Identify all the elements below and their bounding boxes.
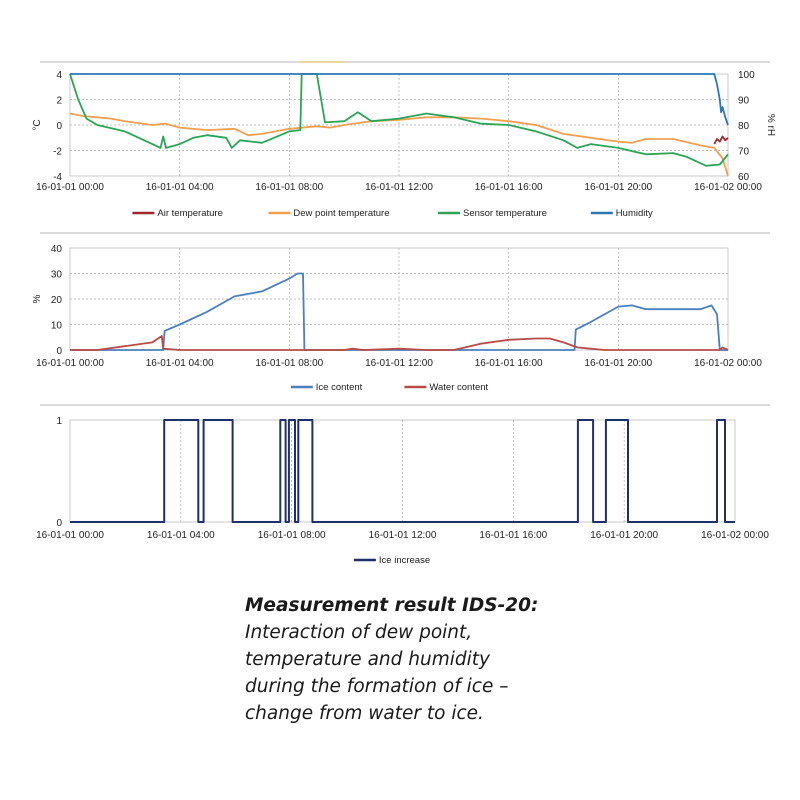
y-tick-label: 40 — [51, 244, 63, 255]
caption-line: Interaction of dew point, — [245, 622, 473, 643]
y-tick-label: 30 — [51, 270, 63, 281]
x-tick-label: 16-01-01 08:00 — [255, 358, 323, 369]
x-tick-label: 16-01-01 16:00 — [479, 530, 547, 541]
series-line-humidity — [70, 73, 729, 126]
chart-2: 40 30 20 10 016-01-01 00:00 16-01-01 04:00 16-… — [32, 244, 762, 393]
legend-item: Air temperature — [132, 208, 223, 219]
x-tick-label: 16-01-02 00:00 — [701, 530, 769, 541]
legend-item: Dew point temperature — [268, 208, 390, 219]
y-tick-label: -2 — [53, 147, 62, 158]
y-tick-label: -4 — [53, 172, 62, 183]
x-tick-label: 16-01-01 12:00 — [365, 358, 433, 369]
legend-item: Humidity — [590, 208, 653, 219]
x-tick-label: 16-01-01 12:00 — [365, 182, 433, 193]
y-axis-label: % — [32, 294, 43, 303]
series-line-ice-increase — [70, 419, 735, 523]
caption-title: Measurement result IDS-20: — [245, 595, 539, 616]
x-tick-label: 16-01-01 00:00 — [36, 182, 104, 193]
legend-label: Sensor temperature — [463, 208, 547, 219]
y-tick-label: 0 — [56, 121, 62, 132]
y-right-tick-label: 70 — [738, 147, 750, 158]
x-tick-label: 16-01-01 12:00 — [369, 530, 437, 541]
y-right-axis-label: % rH — [765, 114, 776, 136]
caption-line: change from water to ice. — [245, 703, 484, 724]
y-right-tick-label: 80 — [738, 121, 750, 132]
legend-label: Dew point temperature — [293, 208, 389, 219]
legend-item: Ice increase — [353, 555, 430, 566]
chart-3: 1 016-01-01 00:00 16-01-01 04:00 16-01-01 0… — [36, 416, 769, 566]
y-right-tick-label: 100 — [738, 70, 755, 81]
x-tick-label: 16-01-02 00:00 — [694, 358, 762, 369]
x-tick-label: 16-01-01 20:00 — [584, 182, 652, 193]
y-tick-label: 4 — [56, 70, 62, 81]
y-tick-label: 2 — [56, 96, 62, 107]
y-tick-label: 10 — [51, 321, 63, 332]
series-line-air-temperature — [713, 135, 729, 145]
y-right-tick-label: 60 — [738, 172, 750, 183]
legend-item: Ice content — [290, 382, 363, 393]
legend-item: Water content — [404, 382, 489, 393]
plot-area — [69, 419, 736, 523]
legend-item: Sensor temperature — [438, 208, 547, 219]
y-tick-label: 1 — [56, 416, 62, 427]
legend-label: Humidity — [616, 208, 653, 219]
x-tick-label: 16-01-01 08:00 — [258, 530, 326, 541]
legend-label: Ice content — [316, 382, 363, 393]
y-right-tick-label: 90 — [738, 96, 750, 107]
x-tick-label: 16-01-01 08:00 — [255, 182, 323, 193]
series-line-ice-content — [70, 272, 728, 351]
x-tick-label: 16-01-01 00:00 — [36, 358, 104, 369]
caption-line: temperature and humidity — [245, 649, 490, 670]
x-tick-label: 16-01-02 00:00 — [694, 182, 762, 193]
figure-caption: Measurement result IDS-20: Interaction o… — [245, 592, 538, 727]
x-tick-label: 16-01-01 16:00 — [475, 358, 543, 369]
x-tick-label: 16-01-01 20:00 — [584, 358, 652, 369]
chart-1: 4 2 0 -2 -4 100 90 80 70 60 16-01-01 00:00 16-01-01… — [32, 70, 776, 219]
x-tick-label: 16-01-01 16:00 — [475, 182, 543, 193]
y-tick-label: 0 — [56, 346, 62, 357]
x-tick-label: 16-01-01 20:00 — [590, 530, 658, 541]
series-line-sensor-temperature — [69, 73, 729, 167]
legend-label: Water content — [429, 382, 488, 393]
x-tick-label: 16-01-01 04:00 — [147, 530, 215, 541]
x-tick-label: 16-01-01 00:00 — [36, 530, 104, 541]
y-tick-label: 0 — [56, 518, 62, 529]
y-axis-label: °C — [32, 119, 43, 130]
legend-label: Air temperature — [157, 208, 222, 219]
x-tick-label: 16-01-01 04:00 — [146, 182, 214, 193]
y-tick-label: 20 — [51, 295, 63, 306]
legend-label: Ice increase — [379, 555, 430, 566]
caption-line: during the formation of ice – — [245, 676, 509, 697]
x-tick-label: 16-01-01 04:00 — [146, 358, 214, 369]
series-line-water-content — [70, 335, 729, 351]
